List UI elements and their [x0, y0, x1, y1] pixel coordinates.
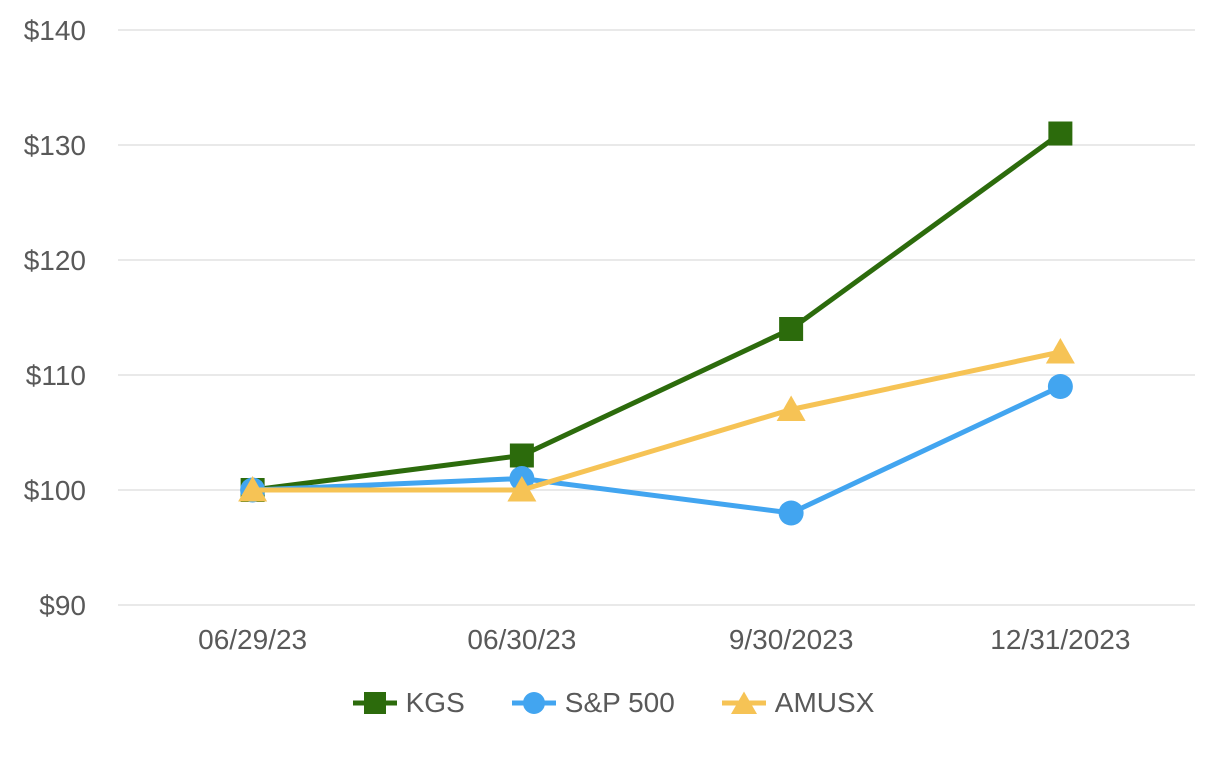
legend-item-amusx: AMUSX: [721, 687, 875, 718]
data-point-triangle: [507, 476, 537, 502]
y-tick-label: $130: [24, 130, 86, 161]
data-point-triangle: [776, 395, 806, 421]
x-tick-label: 06/29/23: [198, 624, 307, 655]
data-point-circle: [778, 500, 804, 526]
legend-item-kgs: KGS: [352, 688, 465, 718]
data-point-triangle: [1045, 338, 1075, 364]
series-line-s-p-500: [250, 384, 1063, 516]
data-point-triangle: [238, 476, 268, 502]
legend-label-kgs: KGS: [405, 687, 465, 718]
data-point-square: [1048, 121, 1073, 146]
legend-label-amusx: AMUSX: [774, 687, 875, 718]
x-tick-label: 06/30/23: [467, 624, 576, 655]
data-point-circle: [1047, 374, 1073, 399]
y-tick-label: $90: [39, 590, 86, 621]
kgs-square-marker-icon: [352, 692, 397, 714]
amusx-triangle-marker-icon: [721, 691, 766, 714]
series-line-amusx: [250, 349, 1063, 493]
sp500-circle-marker-icon: [511, 692, 556, 714]
data-point-square: [509, 443, 534, 468]
y-tick-label: $110: [26, 360, 86, 391]
y-tick-label: $120: [24, 245, 86, 276]
series-line-kgs: [250, 131, 1063, 493]
legend-item-sp500: S&P 500: [511, 688, 675, 718]
chart-legend: KGS S&P 500 AMUSX: [0, 688, 1226, 718]
legend-label-sp500: S&P 500: [564, 687, 675, 718]
y-tick-label: $140: [24, 15, 86, 46]
x-tick-label: 12/31/2023: [990, 624, 1130, 655]
y-tick-label: $100: [24, 475, 86, 506]
data-point-square: [779, 317, 804, 341]
x-tick-label: 9/30/2023: [729, 624, 854, 655]
